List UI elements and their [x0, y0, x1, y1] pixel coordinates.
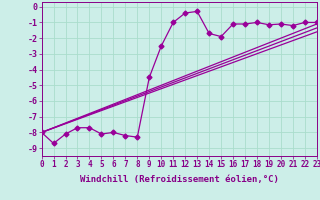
X-axis label: Windchill (Refroidissement éolien,°C): Windchill (Refroidissement éolien,°C) — [80, 175, 279, 184]
